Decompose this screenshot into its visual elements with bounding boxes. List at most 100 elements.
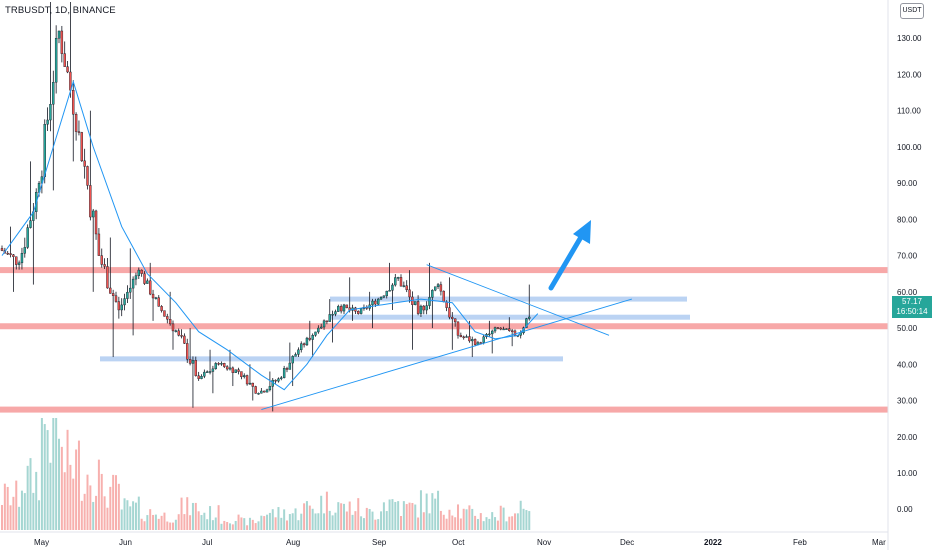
candle-body — [74, 114, 78, 132]
candle-body — [488, 333, 491, 336]
volume-bar — [35, 471, 38, 530]
volume-bar — [83, 493, 86, 530]
candle-body — [197, 375, 200, 379]
candle-body — [26, 227, 29, 248]
candle-body — [220, 363, 223, 365]
candle-body — [434, 286, 437, 291]
volume-bar — [328, 510, 331, 530]
candle-body — [171, 323, 175, 332]
volume-bar — [308, 505, 311, 530]
volume-bar — [248, 517, 251, 530]
volume-bar — [434, 498, 437, 530]
volume-bar — [311, 508, 314, 530]
volume-bar — [348, 501, 351, 530]
volume-bar — [240, 517, 243, 530]
candle-body — [453, 318, 457, 323]
candle-body — [66, 66, 69, 73]
price-axis[interactable]: 130.00 120.00 110.00 100.00 90.00 80.00 70.00 6… — [897, 34, 922, 514]
candle-body — [114, 295, 118, 302]
candle-body — [15, 256, 18, 265]
candle-body — [140, 269, 143, 274]
candle-body — [268, 386, 272, 391]
volume-bar — [134, 502, 137, 530]
volume-bar — [15, 480, 18, 530]
volume-bar — [26, 465, 29, 530]
candle-body — [191, 360, 195, 364]
volume-bar — [254, 523, 257, 530]
candle-body — [111, 293, 115, 296]
volume-bar — [331, 515, 334, 530]
candle-body — [414, 301, 417, 305]
candle-body — [416, 301, 420, 314]
volume-bar — [55, 418, 58, 530]
volume-bar — [519, 500, 522, 530]
candle-body — [57, 30, 61, 39]
candle-body — [528, 316, 531, 319]
price-tick-label: 100.00 — [897, 143, 922, 152]
volume-bar — [214, 517, 217, 530]
volume-bar — [69, 464, 72, 530]
candle-body — [297, 349, 300, 355]
volume-bar — [209, 506, 212, 530]
candle-body — [462, 336, 465, 339]
candle-body — [334, 311, 337, 315]
volume-bar — [52, 418, 55, 530]
candle-body — [422, 305, 425, 311]
volume-bar — [154, 514, 157, 530]
candle-body — [103, 264, 106, 267]
candle-body — [510, 330, 514, 332]
volume-bar — [442, 514, 445, 530]
volume-bar — [343, 503, 345, 530]
volume-bar — [303, 503, 306, 530]
volume-bar — [459, 518, 462, 530]
candle-body — [72, 90, 75, 115]
candle-body — [160, 306, 163, 311]
currency-unit-badge[interactable]: USDT — [900, 3, 924, 19]
price-tick-label: 10.00 — [897, 469, 918, 478]
volume-bar — [166, 521, 169, 530]
candle-body — [203, 371, 206, 377]
candle-body — [274, 379, 277, 382]
volume-bar — [177, 514, 180, 530]
volume-bar — [80, 500, 83, 530]
volume-bar — [388, 499, 391, 530]
volume-bar — [402, 501, 405, 530]
volume-bar — [371, 511, 374, 530]
range-band — [100, 356, 563, 362]
range-band — [330, 314, 690, 320]
volume-bar — [511, 516, 514, 530]
candle-body — [479, 342, 482, 344]
candle-body — [240, 371, 243, 378]
candle-body — [126, 291, 129, 299]
volume-bar — [468, 505, 471, 530]
candle-body — [405, 285, 408, 291]
volume-bar — [38, 500, 41, 530]
volume-bar — [323, 513, 326, 530]
volume-bar — [126, 500, 129, 530]
candle-body — [20, 253, 24, 264]
candle-body — [137, 269, 141, 276]
candle-body — [465, 336, 468, 338]
volume-bar — [522, 508, 525, 530]
volume-bar — [100, 473, 103, 530]
volume-bar — [337, 502, 340, 530]
volume-bar — [40, 418, 43, 530]
volume-bar — [300, 513, 303, 530]
volume-bar — [394, 501, 397, 530]
trendlines — [261, 264, 632, 411]
time-axis[interactable]: May Jun Jul Aug Sep Oct Nov Dec 2022 Feb Mar — [34, 538, 886, 547]
volume-bar — [217, 505, 220, 530]
volume-bar — [149, 509, 152, 530]
candle-body — [148, 280, 152, 295]
candle-body — [52, 82, 55, 105]
candle-body — [174, 330, 178, 332]
volume-bar — [43, 424, 46, 530]
candle-body — [120, 304, 123, 311]
candle-body — [60, 30, 64, 54]
candle-body — [436, 284, 440, 287]
volume-bar — [77, 440, 80, 530]
price-tick-label: 30.00 — [897, 397, 918, 406]
volume-bar — [152, 514, 155, 530]
volume-bar — [525, 510, 528, 530]
